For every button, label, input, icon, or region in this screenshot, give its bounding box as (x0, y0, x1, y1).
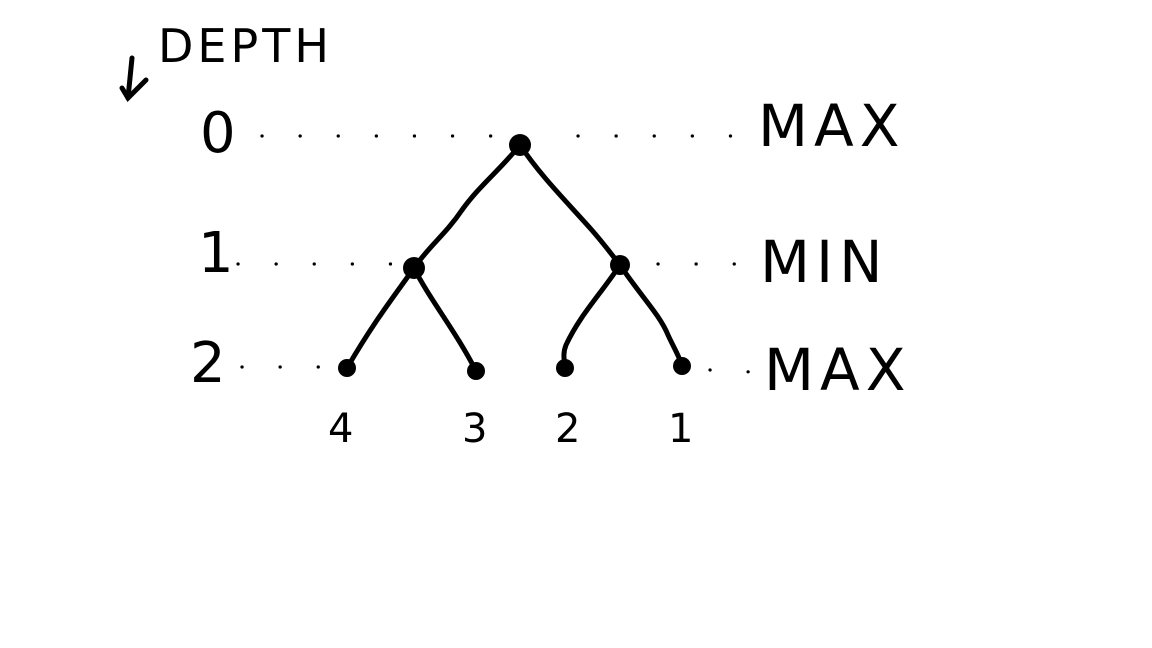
player-label-2: MAX (764, 336, 911, 404)
depth-label-0: 0 (200, 101, 236, 166)
player-label-0: MAX (758, 92, 905, 160)
depth-label-1: 1 (198, 221, 234, 286)
leaf-value-3: 2 (555, 406, 580, 452)
edge-left-leaf2 (411, 265, 479, 374)
leaf-node-4 (673, 357, 691, 375)
edge-right-leaf3 (561, 262, 623, 371)
edge-root-right (517, 142, 623, 268)
arrow-down-icon (119, 55, 149, 103)
level-guides (236, 134, 754, 374)
leaf-node-2 (467, 362, 485, 380)
leaf-value-1: 4 (328, 406, 353, 452)
player-label-1: MIN (760, 228, 889, 296)
leaf-node-3 (556, 359, 574, 377)
leaf-value-4: 1 (668, 406, 693, 452)
min-node-left (403, 257, 425, 279)
edge-left-leaf1 (344, 265, 417, 371)
tree-edges (344, 142, 685, 374)
root-node (509, 134, 531, 156)
edge-right-leaf4 (617, 262, 685, 369)
leaf-node-1 (338, 359, 356, 377)
edge-root-left (411, 142, 523, 271)
depth-header: DEPTH (158, 19, 333, 73)
depth-label-2: 2 (190, 331, 226, 396)
guide-dots-level-2-right (708, 368, 754, 374)
leaf-value-2: 3 (462, 406, 487, 452)
min-node-right (610, 255, 630, 275)
